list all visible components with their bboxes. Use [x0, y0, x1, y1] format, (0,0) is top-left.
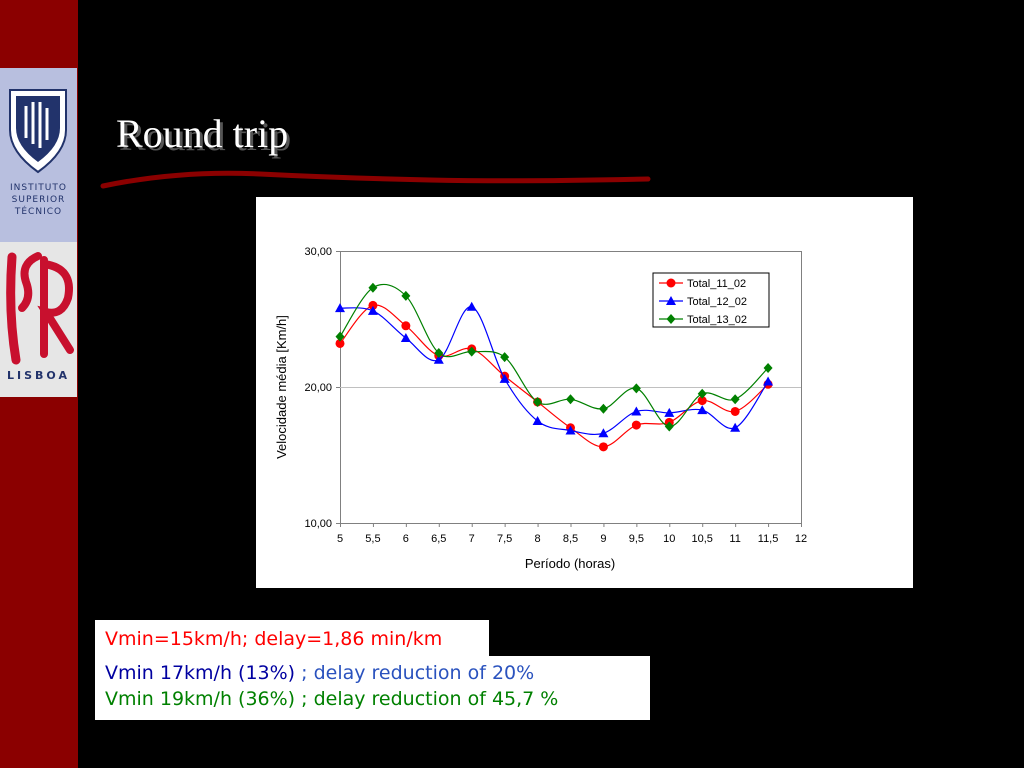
note-baseline: Vmin=15km/h; delay=1,86 min/km [105, 628, 442, 650]
data-point [499, 373, 510, 383]
legend-marker [666, 314, 676, 324]
data-point [730, 406, 740, 416]
isr-mark-icon [6, 252, 74, 365]
y-tick-label: 30,00 [304, 246, 332, 258]
data-point [500, 352, 510, 363]
note-baseline-text: Vmin=15km/h; delay=1,86 min/km [105, 628, 443, 650]
speed-chart: 10,00 20,00 30,00 5 5,5 6 6,5 7 7,5 8 8,5 9 9,5 10 10… [274, 246, 807, 571]
data-point [466, 301, 477, 311]
slide-title: Round trip [116, 111, 289, 156]
legend-label: Total_12_02 [687, 296, 747, 308]
data-point [598, 428, 609, 438]
data-point [368, 300, 378, 310]
legend-item: Total_13_02 [659, 314, 747, 326]
legend-item: Total_12_02 [659, 296, 747, 308]
x-tick-label: 11,5 [758, 533, 779, 545]
x-tick-label: 12 [795, 533, 807, 545]
isr-logo-text: LISBOA [7, 369, 70, 382]
data-point [401, 290, 411, 301]
data-point [697, 405, 708, 415]
ist-logo: INSTITUTO SUPERIOR TÉCNICO [0, 68, 77, 242]
series-Total_12_02 [335, 301, 774, 438]
note-box-baseline: Vmin=15km/h; delay=1,86 min/km [95, 620, 489, 656]
data-point [434, 348, 444, 358]
data-point [401, 321, 411, 331]
note-box-results: Vmin 17km/h (13%) ; delay reduction of 2… [95, 656, 650, 720]
title-underline [100, 170, 651, 189]
data-point [598, 442, 608, 452]
legend-label: Total_11_02 [687, 278, 746, 290]
note-result-1-detail: ; delay reduction of 20% [295, 662, 535, 684]
legend-label: Total_13_02 [687, 314, 747, 326]
note-result-1-text: Vmin 17km/h (13%) [105, 662, 296, 684]
chart-panel: 10,00 20,00 30,00 5 5,5 6 6,5 7 7,5 8 8,5 9 9,5 10 10… [256, 197, 913, 588]
y-tick-label: 20,00 [304, 382, 332, 394]
x-tick-label: 9 [600, 533, 606, 545]
data-point [697, 388, 707, 399]
data-point [664, 421, 674, 432]
data-point [730, 394, 740, 405]
data-point [400, 333, 411, 343]
x-tick-label: 6,5 [431, 533, 446, 545]
x-axis-label: Período (horas) [525, 556, 615, 571]
series-Total_13_02 [335, 282, 773, 432]
legend-item: Total_11_02 [659, 278, 746, 290]
note-result-1: Vmin 17km/h (13%) ; delay reduction of 2… [105, 662, 534, 684]
x-tick-label: 7,5 [497, 533, 512, 545]
y-tick-label: 10,00 [304, 518, 332, 530]
x-tick-label: 9,5 [629, 533, 644, 545]
data-point [631, 383, 641, 394]
data-point [763, 362, 773, 373]
x-tick-label: 6 [403, 533, 409, 545]
legend-marker [666, 296, 676, 305]
data-point [763, 376, 774, 386]
data-point [631, 420, 641, 430]
data-point [532, 416, 543, 425]
y-axis-label: Velocidade média [Km/h] [274, 315, 289, 459]
series-line [339, 306, 769, 436]
x-tick-label: 8 [535, 533, 541, 545]
data-point [467, 346, 477, 357]
note-result-2-text: Vmin 19km/h (36%) ; delay reduction of 4… [105, 688, 559, 710]
x-tick-label: 5,5 [365, 533, 380, 545]
x-tick-label: 10 [663, 533, 675, 545]
legend-marker [666, 278, 676, 288]
x-tick-label: 10,5 [692, 533, 713, 545]
data-point [335, 303, 345, 313]
x-tick-label: 5 [337, 533, 343, 545]
x-tick-label: 7 [469, 533, 475, 545]
data-point [433, 354, 444, 364]
chart-legend: Total_11_02 Total_12_02 Total_13_02 [652, 272, 770, 328]
data-point [368, 282, 378, 293]
series-line [339, 283, 769, 428]
data-point [664, 407, 675, 417]
data-point [533, 396, 543, 407]
ist-logo-text: INSTITUTO SUPERIOR TÉCNICO [10, 183, 67, 217]
data-point [335, 331, 345, 342]
data-point [730, 422, 741, 432]
data-point [335, 338, 345, 348]
data-point [631, 406, 642, 416]
isr-logo: LISBOA [0, 242, 77, 397]
note-result-2: Vmin 19km/h (36%) ; delay reduction of 4… [105, 688, 558, 710]
x-tick-label: 8,5 [563, 533, 578, 545]
data-point [598, 403, 608, 414]
data-point [367, 305, 378, 315]
data-point [566, 394, 575, 405]
ist-shield-icon [9, 89, 67, 174]
data-point [565, 425, 576, 435]
x-tick-label: 11 [729, 533, 740, 545]
data-point [697, 396, 707, 406]
